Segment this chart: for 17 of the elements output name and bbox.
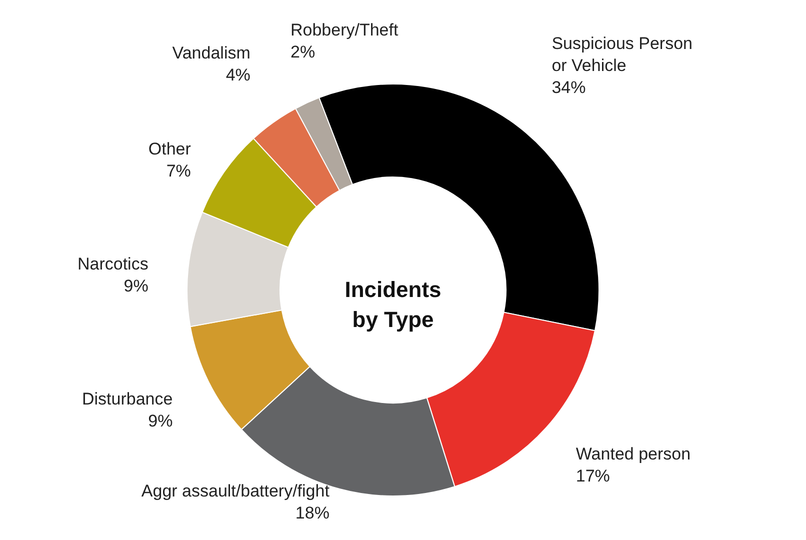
slice-label: Vandalism bbox=[172, 44, 250, 63]
data-label: 34% bbox=[552, 78, 586, 98]
data-label: 9% bbox=[148, 411, 173, 430]
data-label: 2% bbox=[290, 42, 316, 62]
data-label: 18% bbox=[295, 504, 330, 523]
slice-label: Other bbox=[148, 140, 192, 159]
slice-label: Robbery/Theft bbox=[290, 20, 398, 40]
slice-label: Aggr assault/battery/fight bbox=[141, 482, 330, 501]
slice-label: Suspicious Person or Vehicle bbox=[552, 34, 693, 76]
text: Incidents by Type bbox=[344, 277, 442, 332]
slice-label: Disturbance bbox=[82, 389, 173, 408]
data-label: 4% bbox=[226, 66, 250, 85]
slice-label: Wanted person bbox=[576, 444, 691, 464]
data-label: 9% bbox=[124, 276, 148, 296]
slice-label: Narcotics bbox=[77, 254, 148, 274]
data-label: 17% bbox=[576, 466, 610, 486]
data-label: 7% bbox=[166, 162, 191, 181]
